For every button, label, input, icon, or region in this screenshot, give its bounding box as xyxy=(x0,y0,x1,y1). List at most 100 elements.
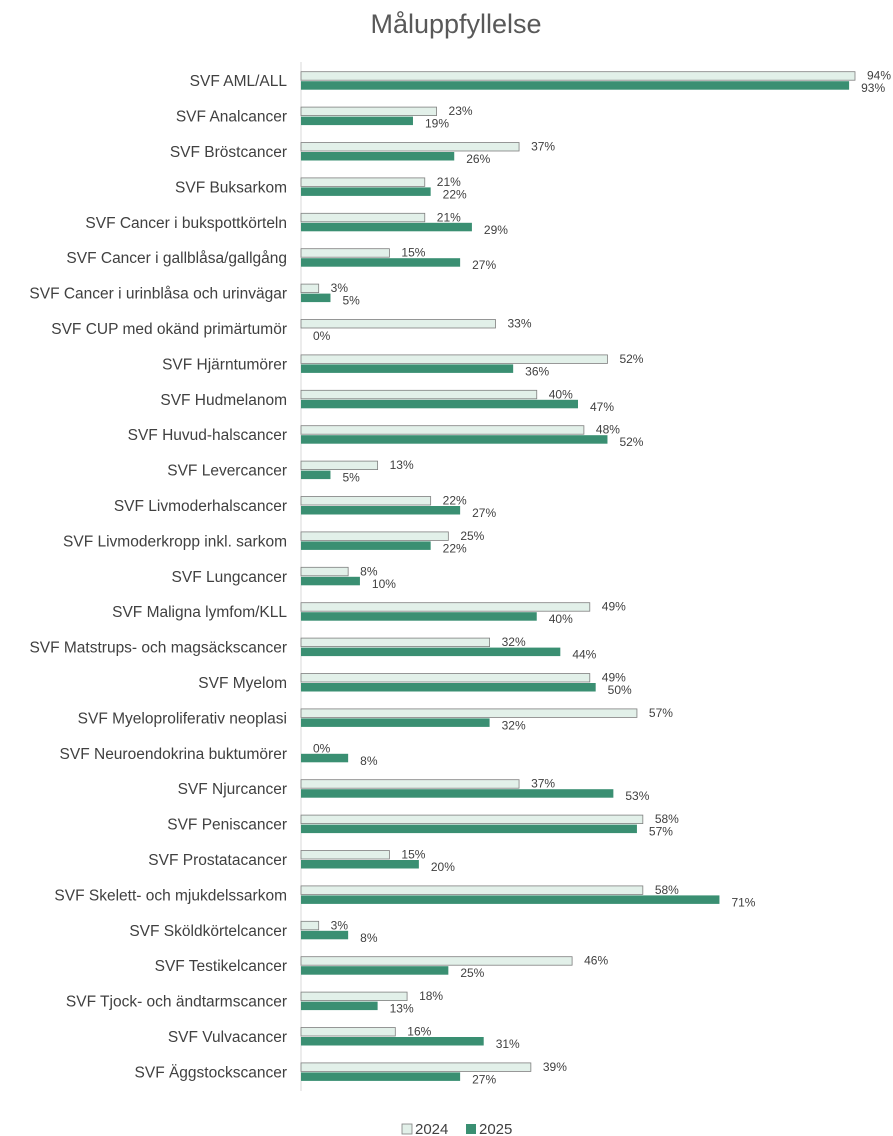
category-label: SVF Tjock- och ändtarmscancer xyxy=(66,994,287,1011)
legend-label-2025: 2025 xyxy=(479,1121,512,1136)
data-label-2024: 48% xyxy=(596,423,620,437)
bar-2024 xyxy=(300,496,432,506)
bar-2025 xyxy=(301,1001,378,1011)
bar-2025 xyxy=(301,824,637,834)
category-label: SVF Cancer i gallblåsa/gallgång xyxy=(66,250,287,267)
category-label: SVF Buksarkom xyxy=(175,179,287,196)
category-label: SVF AML/ALL xyxy=(190,73,288,90)
bar-2024 xyxy=(300,850,390,860)
data-label-2024: 58% xyxy=(655,883,679,897)
category-label: SVF Myelom xyxy=(198,675,287,692)
bar-2025 xyxy=(301,860,419,869)
bar-2024 xyxy=(300,637,490,647)
bar-2024 xyxy=(300,106,437,116)
bar-2024 xyxy=(300,920,320,931)
bar-2024 xyxy=(300,283,320,294)
bar-2024 xyxy=(300,177,426,187)
data-label-2024: 3% xyxy=(331,918,349,932)
bar-2025 xyxy=(301,895,720,904)
data-label-2025: 47% xyxy=(590,400,614,414)
data-label-2025: 57% xyxy=(649,825,673,839)
category-label: SVF Äggstockscancer xyxy=(135,1064,287,1081)
bar-2024 xyxy=(300,354,608,364)
category-label: SVF Hudmelanom xyxy=(160,392,287,409)
data-label-2025: 27% xyxy=(472,1072,496,1086)
category-label: SVF Analcancer xyxy=(176,109,287,126)
bar-2024 xyxy=(300,248,390,258)
bar-2025 xyxy=(301,1072,461,1081)
bar-2024 xyxy=(300,708,638,718)
data-label-2024: 25% xyxy=(460,529,484,543)
data-label-2024: 49% xyxy=(602,671,626,685)
bar-2024 xyxy=(300,71,856,81)
data-label-2024: 0% xyxy=(313,741,331,755)
data-label-2024: 33% xyxy=(507,317,531,331)
bar-2025 xyxy=(301,612,537,621)
category-label: SVF CUP med okänd primärtumör xyxy=(51,321,287,338)
data-label-2024: 52% xyxy=(619,352,643,366)
data-label-2024: 18% xyxy=(419,989,443,1003)
data-label-2025: 5% xyxy=(342,294,360,308)
bar-2025 xyxy=(301,81,850,90)
data-label-2025: 8% xyxy=(360,931,378,945)
bar-2025 xyxy=(301,1037,484,1046)
bar-2024 xyxy=(300,319,496,329)
bar-2025 xyxy=(301,116,413,126)
data-label-2025: 50% xyxy=(608,683,632,697)
data-label-2024: 21% xyxy=(437,175,461,189)
bar-2024 xyxy=(300,389,538,400)
data-label-2025: 8% xyxy=(360,754,378,768)
category-label: SVF Cancer i bukspottkörteln xyxy=(85,215,287,232)
data-label-2024: 23% xyxy=(449,104,473,118)
bar-2024 xyxy=(300,460,379,471)
bar-2025 xyxy=(301,470,331,480)
data-label-2024: 37% xyxy=(531,140,555,154)
bar-2025 xyxy=(301,187,431,196)
bar-2024 xyxy=(300,212,426,223)
data-label-2024: 15% xyxy=(401,246,425,260)
bar-2025 xyxy=(301,576,360,586)
bar-2024 xyxy=(300,1062,532,1072)
legend-label-2024: 2024 xyxy=(415,1121,448,1136)
bar-2024 xyxy=(300,531,449,541)
data-label-2024: 49% xyxy=(602,600,626,614)
category-label: SVF Huvud-halscancer xyxy=(128,427,287,444)
bar-2025 xyxy=(301,399,578,409)
data-label-2025: 19% xyxy=(425,117,449,131)
data-label-2025: 53% xyxy=(625,789,649,803)
data-label-2024: 8% xyxy=(360,564,378,578)
data-label-2024: 3% xyxy=(331,281,349,295)
data-label-2025: 26% xyxy=(466,152,490,166)
category-label: SVF Vulvacancer xyxy=(168,1029,287,1046)
bar-2025 xyxy=(301,753,349,763)
data-label-2025: 93% xyxy=(861,81,885,95)
bar-2025 xyxy=(301,364,514,373)
bar-2025 xyxy=(301,966,449,975)
category-label: SVF Neuroendokrina buktumörer xyxy=(60,746,287,763)
bar-2025 xyxy=(301,541,431,550)
bar-2024 xyxy=(300,991,408,1001)
bar-2025 xyxy=(301,930,349,940)
legend: 2024 2025 xyxy=(401,1121,512,1136)
bar-2024 xyxy=(300,956,573,966)
data-label-2025: 44% xyxy=(572,648,596,662)
data-label-2024: 58% xyxy=(655,812,679,826)
category-label: SVF Prostatacancer xyxy=(148,852,287,869)
bar-2025 xyxy=(301,683,596,692)
category-label: SVF Hjärntumörer xyxy=(162,356,287,373)
data-label-2025: 40% xyxy=(549,612,573,626)
bar-2024 xyxy=(300,142,520,152)
category-label: SVF Cancer i urinblåsa och urinvägar xyxy=(29,286,287,303)
data-label-2025: 25% xyxy=(460,966,484,980)
data-label-2025: 22% xyxy=(443,541,467,555)
bar-2025 xyxy=(301,293,331,303)
data-label-2025: 36% xyxy=(525,364,549,378)
data-label-2024: 37% xyxy=(531,777,555,791)
data-label-2024: 22% xyxy=(443,494,467,508)
bar-2024 xyxy=(300,814,644,824)
category-label: SVF Livmoderhalscancer xyxy=(114,498,287,515)
bar-2025 xyxy=(301,789,614,798)
bar-2024 xyxy=(300,885,644,895)
category-label: SVF Bröstcancer xyxy=(170,144,287,161)
